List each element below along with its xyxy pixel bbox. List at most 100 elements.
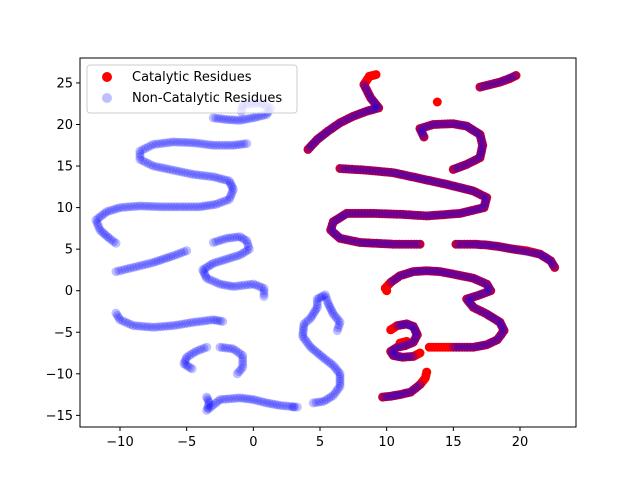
data-point (154, 322, 164, 332)
data-point (371, 209, 381, 218)
data-point (407, 210, 417, 220)
data-point (476, 306, 486, 316)
data-point (259, 283, 269, 293)
data-point (176, 248, 186, 258)
data-point (423, 175, 433, 185)
data-point (360, 82, 370, 92)
data-point (324, 357, 334, 367)
data-point (138, 201, 148, 211)
data-point (535, 249, 545, 259)
data-point (496, 330, 506, 340)
data-point (248, 395, 258, 405)
data-point (506, 73, 516, 83)
data-point (254, 112, 264, 121)
data-point (228, 344, 238, 354)
data-point (501, 243, 511, 253)
data-point (338, 164, 348, 174)
legend-label-catalytic: Catalytic Residues (132, 70, 252, 85)
data-point (408, 351, 418, 361)
data-point (335, 233, 345, 243)
data-point (218, 280, 228, 290)
data-point (171, 137, 181, 147)
data-point (447, 181, 457, 191)
data-point (132, 201, 142, 211)
data-point (458, 208, 468, 218)
x-tick-label: −5 (177, 435, 196, 450)
data-point (138, 145, 148, 155)
data-point (169, 202, 179, 212)
data-point (305, 142, 315, 152)
data-point (356, 108, 366, 118)
data-point (151, 322, 161, 332)
data-point (403, 339, 413, 349)
data-point (418, 123, 428, 133)
data-point (390, 390, 400, 400)
data-point (441, 210, 451, 219)
data-point (227, 253, 237, 262)
data-point (371, 104, 381, 113)
data-point (358, 238, 368, 248)
data-point (388, 351, 398, 360)
data-point (242, 139, 252, 149)
data-point (335, 369, 345, 379)
data-point (366, 238, 376, 248)
data-point (410, 172, 420, 182)
data-point (214, 173, 224, 183)
data-point (463, 239, 473, 249)
data-point (478, 140, 488, 150)
data-point (416, 126, 426, 136)
data-point (311, 136, 320, 146)
data-point (418, 130, 428, 140)
data-point (186, 318, 195, 328)
data-point (480, 198, 490, 208)
data-point (195, 202, 205, 212)
data-point (495, 317, 505, 327)
data-point (500, 75, 510, 85)
data-point (415, 124, 425, 134)
data-point (202, 262, 212, 272)
data-point (214, 140, 224, 150)
data-point (206, 315, 215, 325)
data-point (444, 180, 454, 190)
data-point (148, 139, 158, 149)
data-point (230, 232, 240, 242)
data-point (324, 393, 334, 403)
data-point (180, 357, 190, 367)
data-point (476, 132, 486, 142)
data-point (359, 107, 369, 117)
data-point (471, 342, 481, 352)
data-point (335, 376, 345, 386)
data-point (382, 167, 392, 177)
data-point (344, 164, 354, 174)
data-point (462, 294, 472, 304)
data-point (317, 131, 327, 141)
data-point (470, 292, 480, 301)
data-point (365, 208, 375, 218)
data-point (177, 167, 187, 177)
data-point (156, 255, 166, 265)
legend: Catalytic Residues Non-Catalytic Residue… (86, 64, 298, 114)
data-point (366, 93, 376, 103)
data-point (497, 321, 507, 331)
data-point (216, 197, 226, 207)
data-point (521, 247, 531, 256)
data-point (235, 349, 245, 359)
data-point (364, 106, 374, 115)
data-point (177, 319, 187, 329)
data-point (475, 82, 485, 92)
data-point (222, 233, 232, 243)
data-point (326, 225, 336, 235)
data-point (299, 324, 308, 334)
data-point (111, 267, 121, 277)
data-point (219, 175, 229, 185)
data-point (468, 273, 478, 283)
data-point (486, 79, 496, 89)
data-point (315, 133, 324, 143)
data-point (362, 106, 372, 116)
data-point (240, 247, 250, 257)
data-point (206, 260, 216, 270)
data-point (298, 331, 308, 341)
data-point (444, 209, 454, 219)
data-point (478, 289, 488, 299)
